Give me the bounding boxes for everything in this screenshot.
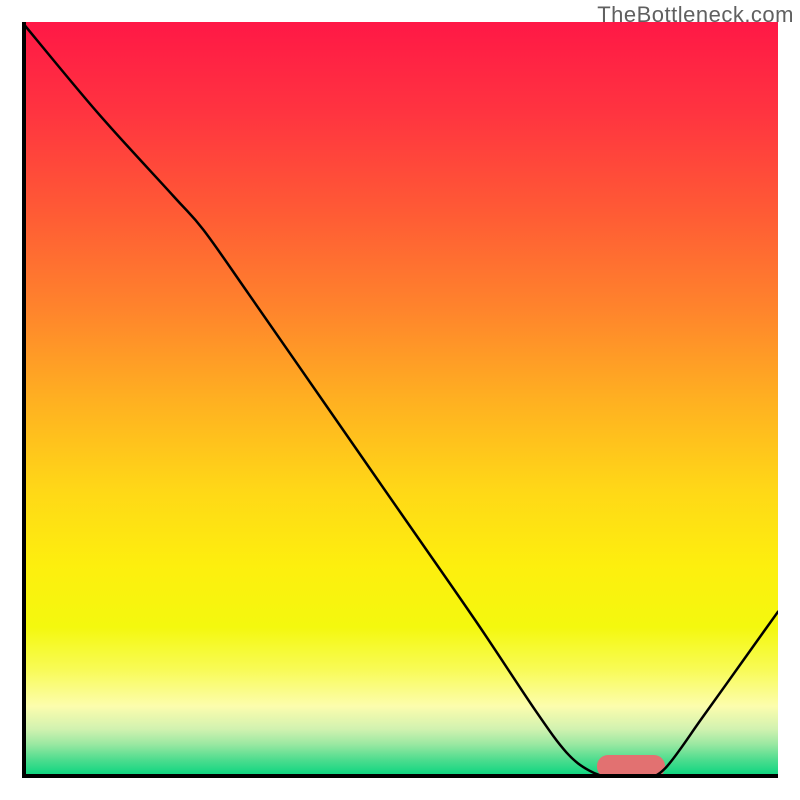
chart-frame: TheBottleneck.com [0,0,800,800]
plot-area [22,22,778,778]
bottleneck-marker [597,755,665,778]
gradient-background [22,22,778,778]
